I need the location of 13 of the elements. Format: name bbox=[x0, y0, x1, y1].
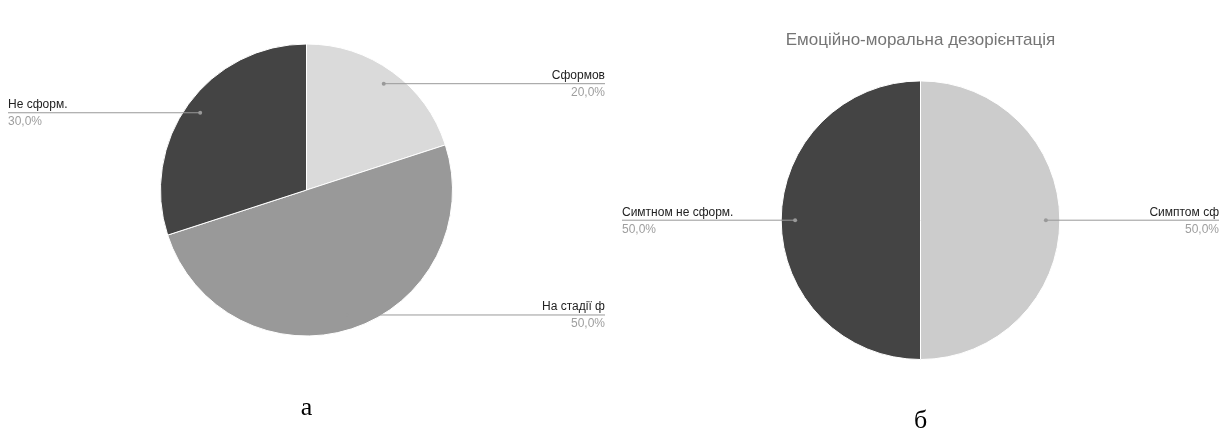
data-label: 30,0% bbox=[8, 114, 43, 129]
text: а bbox=[299, 392, 314, 422]
data-label: 50,0% bbox=[1184, 221, 1220, 236]
slice-label: Симптом сф bbox=[1149, 204, 1220, 219]
data-label: 20,0% bbox=[570, 85, 606, 100]
data-label: 50,0% bbox=[570, 316, 606, 331]
slice-label: Сформов bbox=[551, 68, 605, 83]
slice-label: Симтном не сформ. bbox=[622, 204, 734, 219]
text: б bbox=[912, 405, 929, 435]
data-label: 50,0% bbox=[622, 221, 657, 236]
slice-label: На стадії ф bbox=[542, 299, 606, 314]
slice-label: Не сформ. bbox=[8, 97, 68, 112]
chart-title: Емоційно-моральна дезорієнтація bbox=[785, 29, 1056, 49]
